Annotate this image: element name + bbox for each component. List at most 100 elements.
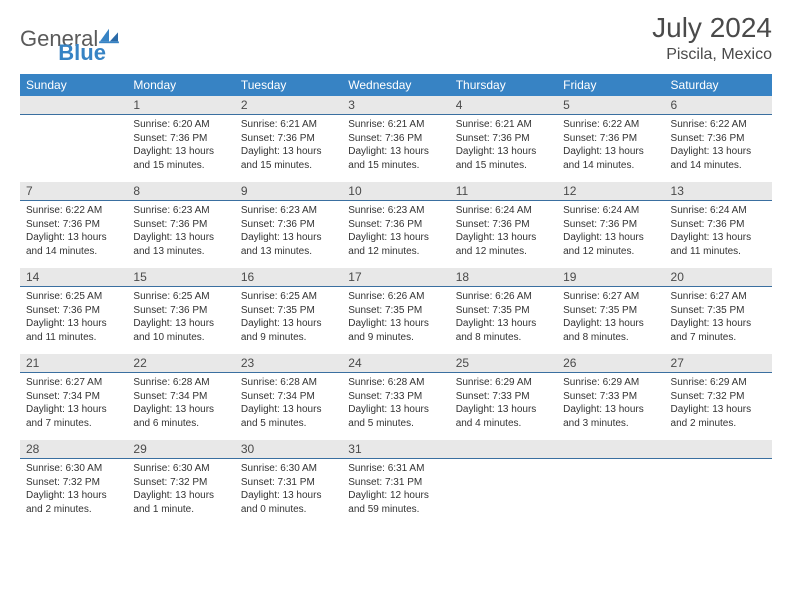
day-number-row: 123456 (20, 96, 772, 115)
sunrise-text: Sunrise: 6:28 AM (133, 376, 228, 390)
day-header: Tuesday (235, 74, 342, 96)
day-cell: Sunrise: 6:28 AMSunset: 7:34 PMDaylight:… (235, 373, 342, 441)
sunrise-text: Sunrise: 6:25 AM (26, 290, 121, 304)
sunset-text: Sunset: 7:36 PM (456, 218, 551, 232)
sunrise-text: Sunrise: 6:24 AM (456, 204, 551, 218)
day2-text: and 4 minutes. (456, 417, 551, 431)
day2-text: and 8 minutes. (563, 331, 658, 345)
day2-text: and 15 minutes. (456, 159, 551, 173)
sunset-text: Sunset: 7:34 PM (241, 390, 336, 404)
day-cell (557, 459, 664, 527)
sunrise-text: Sunrise: 6:22 AM (26, 204, 121, 218)
sunrise-text: Sunrise: 6:21 AM (241, 118, 336, 132)
day1-text: Daylight: 13 hours (456, 317, 551, 331)
day-cell: Sunrise: 6:27 AMSunset: 7:34 PMDaylight:… (20, 373, 127, 441)
sunrise-text: Sunrise: 6:27 AM (26, 376, 121, 390)
day-cell: Sunrise: 6:24 AMSunset: 7:36 PMDaylight:… (450, 201, 557, 269)
day2-text: and 5 minutes. (241, 417, 336, 431)
day-cell: Sunrise: 6:28 AMSunset: 7:33 PMDaylight:… (342, 373, 449, 441)
day-number: 14 (20, 268, 127, 287)
sunrise-text: Sunrise: 6:21 AM (456, 118, 551, 132)
day-number: 18 (450, 268, 557, 287)
day1-text: Daylight: 13 hours (26, 317, 121, 331)
day-header: Thursday (450, 74, 557, 96)
day-number: 6 (665, 96, 772, 115)
day1-text: Daylight: 13 hours (133, 489, 228, 503)
day-number: 28 (20, 440, 127, 459)
day-header: Wednesday (342, 74, 449, 96)
day1-text: Daylight: 13 hours (671, 145, 766, 159)
day2-text: and 9 minutes. (241, 331, 336, 345)
day1-text: Daylight: 13 hours (671, 403, 766, 417)
day2-text: and 14 minutes. (563, 159, 658, 173)
day2-text: and 12 minutes. (348, 245, 443, 259)
sunset-text: Sunset: 7:36 PM (671, 218, 766, 232)
day2-text: and 8 minutes. (456, 331, 551, 345)
day-number (557, 440, 664, 459)
sunrise-text: Sunrise: 6:28 AM (241, 376, 336, 390)
sunset-text: Sunset: 7:35 PM (671, 304, 766, 318)
day-header: Saturday (665, 74, 772, 96)
sunrise-text: Sunrise: 6:26 AM (456, 290, 551, 304)
sunset-text: Sunset: 7:31 PM (348, 476, 443, 490)
day2-text: and 12 minutes. (563, 245, 658, 259)
day-number: 3 (342, 96, 449, 115)
day1-text: Daylight: 13 hours (241, 317, 336, 331)
day-header: Monday (127, 74, 234, 96)
day-number: 22 (127, 354, 234, 373)
day1-text: Daylight: 13 hours (671, 231, 766, 245)
day-number-row: 21222324252627 (20, 354, 772, 373)
day-body-row: Sunrise: 6:30 AM Sunset: 7:32 PM Daylight:… (20, 459, 772, 527)
day-number: 25 (450, 354, 557, 373)
day1-text: Daylight: 13 hours (348, 145, 443, 159)
day-cell: Sunrise: 6:22 AMSunset: 7:36 PMDaylight:… (20, 201, 127, 269)
sunset-text: Sunset: 7:36 PM (133, 132, 228, 146)
sunrise-text: Sunrise: 6:24 AM (671, 204, 766, 218)
day-number: 5 (557, 96, 664, 115)
day2-text: and 15 minutes. (241, 159, 336, 173)
day1-text: Daylight: 13 hours (133, 145, 228, 159)
sunrise-text: Sunrise: 6:27 AM (671, 290, 766, 304)
day-cell: Sunrise: 6:30 AMSunset: 7:32 PMDaylight:… (127, 459, 234, 527)
sunrise-text: Sunrise: 6:25 AM (241, 290, 336, 304)
sunrise-text: Sunrise: 6:24 AM (563, 204, 658, 218)
sunset-text: Sunset: 7:35 PM (241, 304, 336, 318)
sunset-text: Sunset: 7:36 PM (26, 304, 121, 318)
day-number: 8 (127, 182, 234, 201)
sunrise-text: Sunrise: 6:28 AM (348, 376, 443, 390)
sunset-text: Sunset: 7:31 PM (241, 476, 336, 490)
brand-logo: General Blue (20, 12, 106, 66)
sunrise-text: Sunrise: 6:23 AM (133, 204, 228, 218)
day-cell: Sunrise: 6:29 AMSunset: 7:33 PMDaylight:… (450, 373, 557, 441)
day2-text: and 0 minutes. (241, 503, 336, 517)
day-cell: Sunrise: 6:27 AMSunset: 7:35 PMDaylight:… (557, 287, 664, 355)
day-number: 20 (665, 268, 772, 287)
day-number: 23 (235, 354, 342, 373)
brand-text-blue: Blue (58, 40, 106, 66)
day-header-row: Sunday Monday Tuesday Wednesday Thursday… (20, 74, 772, 96)
day1-text: Daylight: 13 hours (241, 489, 336, 503)
day-number: 27 (665, 354, 772, 373)
sunset-text: Sunset: 7:34 PM (26, 390, 121, 404)
day-cell: Sunrise: 6:29 AMSunset: 7:32 PMDaylight:… (665, 373, 772, 441)
day1-text: Daylight: 13 hours (26, 403, 121, 417)
day2-text: and 1 minute. (133, 503, 228, 517)
day-body-row: Sunrise: 6:25 AMSunset: 7:36 PMDaylight:… (20, 287, 772, 355)
day-number: 26 (557, 354, 664, 373)
sunset-text: Sunset: 7:36 PM (563, 218, 658, 232)
sunrise-text: Sunrise: 6:23 AM (348, 204, 443, 218)
sunset-text: Sunset: 7:33 PM (563, 390, 658, 404)
day2-text: and 5 minutes. (348, 417, 443, 431)
day-number: 12 (557, 182, 664, 201)
day-header: Sunday (20, 74, 127, 96)
day1-text: Daylight: 13 hours (456, 145, 551, 159)
header: General Blue July 2024 Piscila, Mexico (20, 12, 772, 66)
day-number: 31 (342, 440, 449, 459)
sunrise-text: Sunrise: 6:30 AM (241, 462, 336, 476)
day-cell (665, 459, 772, 527)
sunrise-text: Sunrise: 6:23 AM (241, 204, 336, 218)
sunset-text: Sunset: 7:35 PM (563, 304, 658, 318)
sunset-text: Sunset: 7:32 PM (26, 476, 121, 490)
day1-text: Daylight: 13 hours (563, 231, 658, 245)
day-cell: Sunrise: 6:22 AMSunset: 7:36 PMDaylight:… (557, 115, 664, 183)
